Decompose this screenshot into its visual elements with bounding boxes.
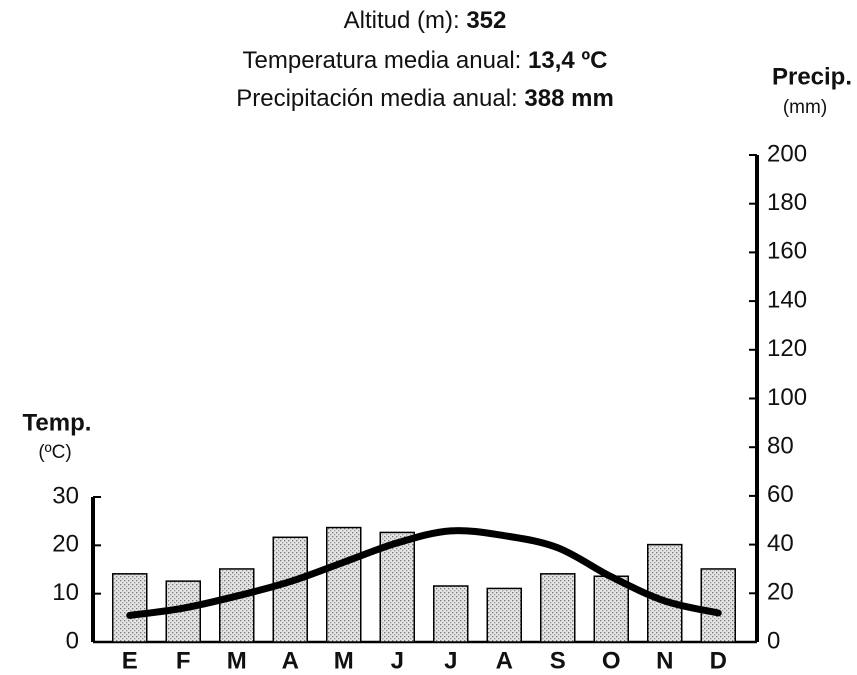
- y2-unit: (mm): [783, 97, 827, 118]
- bar: [326, 526, 362, 643]
- x-tick-label: E: [122, 647, 138, 674]
- x-tick-label: J: [444, 647, 457, 674]
- x-tick-label: S: [550, 647, 566, 674]
- y2-tick-label: 160: [767, 238, 807, 265]
- x-tick-label: F: [176, 647, 191, 674]
- y2-tick-label: 0: [767, 627, 780, 654]
- x-tick-label: A: [496, 647, 513, 674]
- bar: [700, 568, 736, 643]
- title-line: Altitud (m): 352: [344, 7, 507, 34]
- bar: [272, 536, 308, 643]
- y2-tick-label: 40: [767, 530, 794, 557]
- y2-tick-label: 20: [767, 579, 794, 606]
- y-tick-label: 20: [52, 531, 79, 558]
- temperature-line: [126, 527, 722, 619]
- title-line: Temperatura media anual: 13,4 ºC: [243, 47, 608, 74]
- y-tick-label: 10: [52, 579, 79, 606]
- y2-tick-label: 60: [767, 481, 794, 508]
- x-tick-label: O: [602, 647, 621, 674]
- bar: [112, 573, 148, 643]
- bar: [379, 531, 415, 643]
- y2-label: Precip.: [772, 63, 852, 90]
- y-label: Temp.: [23, 409, 92, 436]
- x-tick-label: D: [710, 647, 727, 674]
- x-tick-label: J: [391, 647, 404, 674]
- y2-tick-label: 200: [767, 140, 807, 167]
- y-tick-label: 0: [66, 627, 79, 654]
- y2-tick-label: 80: [767, 433, 794, 460]
- y2-tick-label: 120: [767, 335, 807, 362]
- bar: [433, 585, 469, 643]
- bar: [486, 587, 522, 643]
- bar: [219, 568, 255, 643]
- y2-tick-label: 100: [767, 384, 807, 411]
- y-unit: (ºC): [38, 442, 71, 463]
- y-tick-label: 30: [52, 482, 79, 509]
- title-line: Precipitación media anual: 388 mm: [236, 85, 614, 112]
- y2-tick-label: 140: [767, 286, 807, 313]
- x-tick-label: M: [227, 647, 247, 674]
- x-tick-label: N: [656, 647, 673, 674]
- x-tick-label: A: [282, 647, 299, 674]
- x-tick-label: M: [334, 647, 354, 674]
- y2-tick-label: 180: [767, 189, 807, 216]
- bar: [540, 573, 576, 643]
